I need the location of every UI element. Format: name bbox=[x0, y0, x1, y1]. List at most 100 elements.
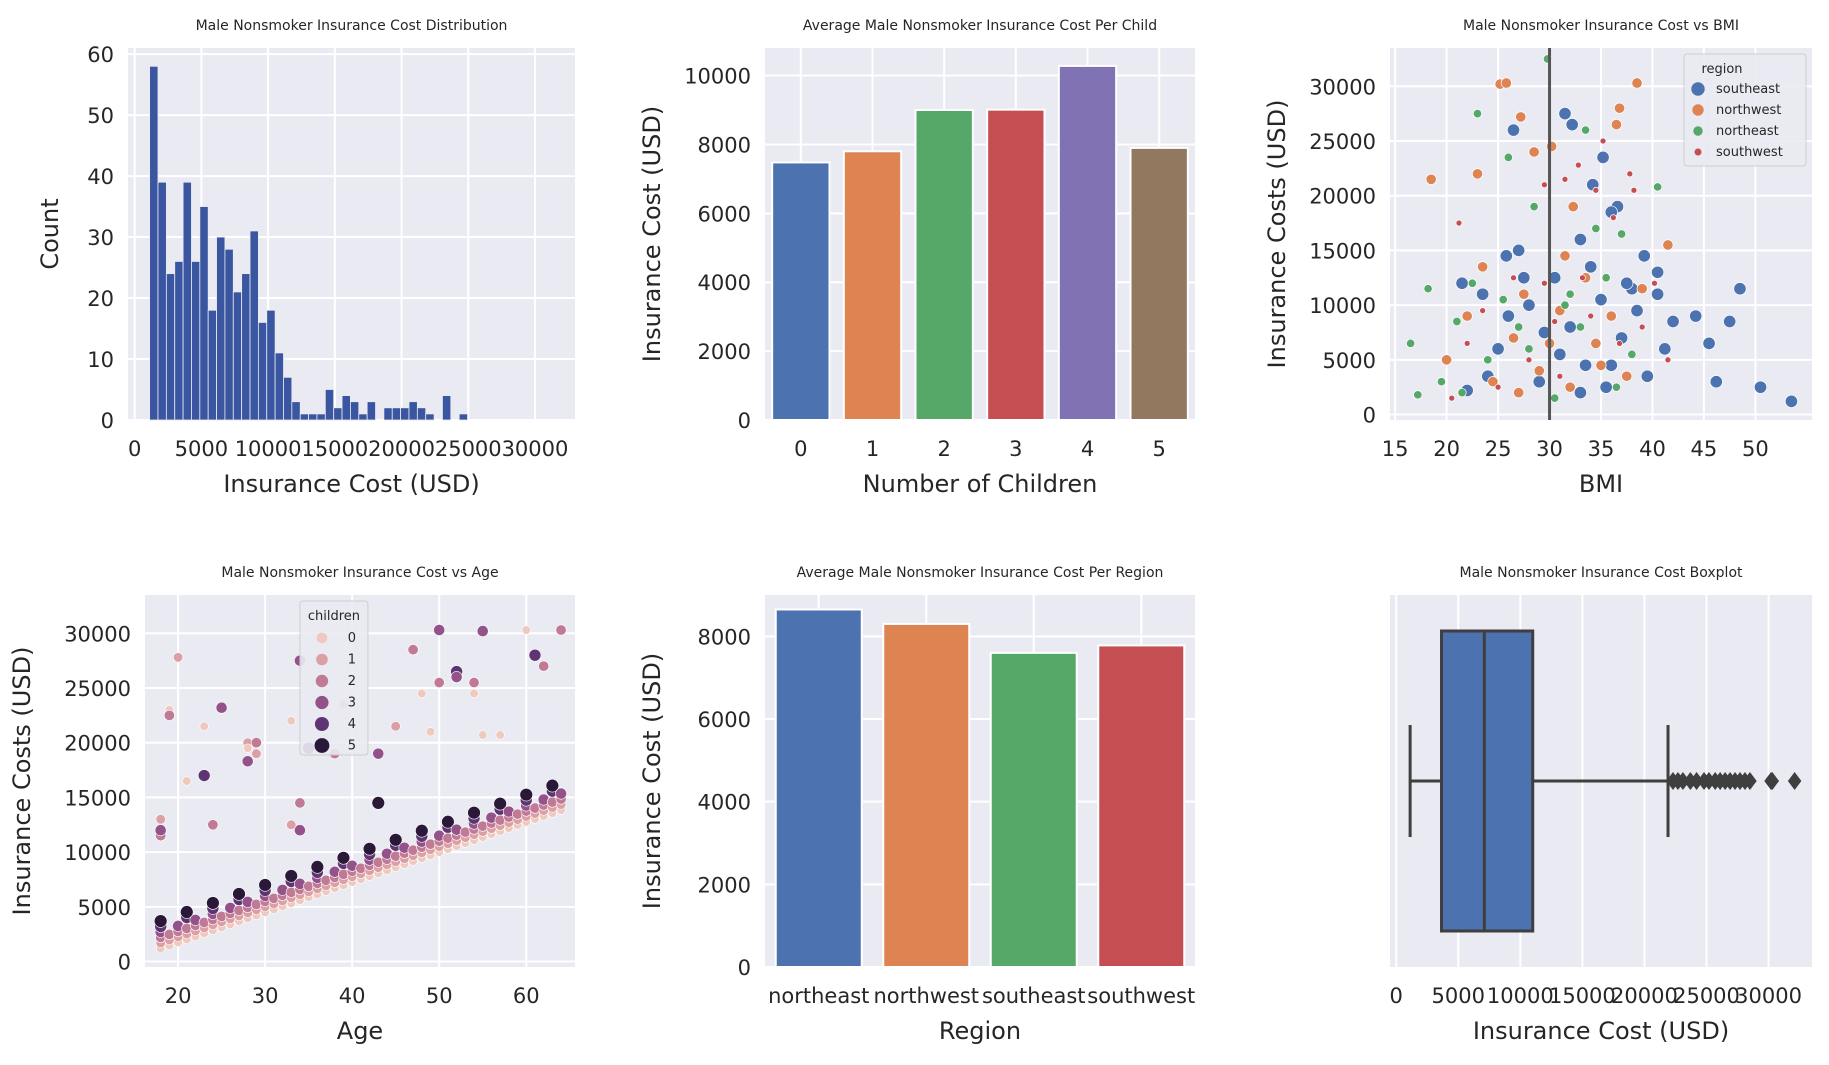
x-tick-label: 10000 bbox=[1487, 984, 1554, 1008]
legend-label: southeast bbox=[1716, 82, 1780, 97]
y-tick-label: 10 bbox=[87, 348, 114, 372]
scatter-point-southeast bbox=[1604, 358, 1618, 372]
scatter-point-southwest bbox=[1575, 161, 1582, 169]
scatter-point-southwest bbox=[1455, 219, 1463, 227]
x-tick-label: 40 bbox=[339, 984, 366, 1008]
x-axis-label: Insurance Cost (USD) bbox=[1473, 1017, 1729, 1045]
chart-title: Male Nonsmoker Insurance Cost Distributi… bbox=[196, 18, 508, 34]
histogram-bar bbox=[400, 407, 410, 421]
subplot-2: Average Male Nonsmoker Insurance Cost Pe… bbox=[638, 18, 1195, 498]
chart-title: Male Nonsmoker Insurance Cost vs BMI bbox=[1463, 18, 1739, 34]
histogram-bar bbox=[416, 407, 427, 421]
histogram-bar bbox=[174, 261, 184, 421]
scatter-point-southeast bbox=[1596, 150, 1610, 164]
scatter-point-southwest bbox=[1448, 394, 1456, 402]
scatter-point-northwest bbox=[1610, 119, 1622, 131]
legend-label: 3 bbox=[348, 696, 356, 711]
scatter-point-northeast bbox=[1467, 278, 1477, 288]
scatter-point-southeast bbox=[1491, 342, 1505, 356]
scatter-point-northeast bbox=[1498, 295, 1508, 305]
y-tick-label: 0 bbox=[101, 409, 114, 433]
scatter-point-southwest bbox=[1463, 340, 1471, 347]
scatter-point-southwest bbox=[1616, 340, 1623, 347]
scatter-point-southwest bbox=[1579, 274, 1586, 282]
scatter-point-children-2 bbox=[555, 624, 567, 636]
x-tick-label: 25000 bbox=[1673, 984, 1740, 1008]
scatter-point-children-3 bbox=[154, 824, 167, 837]
x-axis-label: Insurance Cost (USD) bbox=[223, 470, 479, 498]
x-tick-label: 45 bbox=[1691, 437, 1718, 461]
scatter-point-children-5 bbox=[545, 778, 560, 793]
bar-northwest bbox=[882, 622, 971, 969]
scatter-point-southeast bbox=[1651, 265, 1665, 279]
histogram-bar bbox=[333, 407, 343, 421]
scatter-point-northwest bbox=[1477, 261, 1489, 273]
scatter-point-children-5 bbox=[153, 914, 168, 928]
x-tick-label: 40 bbox=[1639, 437, 1666, 461]
y-tick-label: 25000 bbox=[1309, 130, 1376, 154]
scatter-point-southwest bbox=[1592, 186, 1600, 194]
scatter-point-children-5 bbox=[388, 833, 403, 847]
histogram-bar bbox=[283, 376, 293, 421]
scatter-point-southeast bbox=[1620, 276, 1634, 290]
scatter-point-southeast bbox=[1753, 380, 1768, 394]
y-tick-label: 10000 bbox=[1309, 294, 1376, 318]
histogram-bar bbox=[324, 389, 335, 421]
scatter-point-northeast bbox=[1436, 377, 1447, 387]
scatter-point-northwest bbox=[1513, 387, 1525, 399]
scatter-point-southeast bbox=[1723, 314, 1737, 329]
x-tick-label: 30 bbox=[1536, 437, 1563, 461]
scatter-point-children-5 bbox=[310, 860, 325, 874]
x-tick-label: 25000 bbox=[435, 437, 502, 461]
x-tick-label: 5000 bbox=[175, 437, 228, 461]
scatter-point-northwest bbox=[1613, 102, 1626, 114]
chart-title: Average Male Nonsmoker Insurance Cost Pe… bbox=[803, 18, 1157, 34]
x-axis-label: BMI bbox=[1579, 470, 1623, 498]
scatter-point-southeast bbox=[1455, 276, 1469, 290]
y-tick-label: 30000 bbox=[1309, 75, 1376, 99]
scatter-point-southwest bbox=[1551, 318, 1559, 325]
x-tick-label: 20 bbox=[1433, 437, 1460, 461]
scatter-point-southwest bbox=[1525, 356, 1533, 364]
scatter-point-northeast bbox=[1452, 316, 1462, 327]
scatter-point-southeast bbox=[1532, 375, 1546, 389]
x-tick-label: 0 bbox=[1390, 984, 1403, 1008]
chart-title: Male Nonsmoker Insurance Cost vs Age bbox=[221, 565, 498, 581]
scatter-point-children-1 bbox=[390, 721, 401, 732]
histogram-bar bbox=[316, 413, 326, 421]
x-axis-label: Number of Children bbox=[863, 470, 1098, 498]
scatter-point-southeast bbox=[1563, 320, 1577, 334]
scatter-point-children-5 bbox=[258, 878, 272, 892]
scatter-point-children-4 bbox=[197, 769, 211, 782]
x-tick-label: 5 bbox=[1152, 437, 1165, 461]
histogram-bar bbox=[241, 273, 251, 421]
scatter-point-northwest bbox=[1441, 354, 1453, 366]
scatter-point-children-2 bbox=[250, 737, 262, 749]
scatter-point-southwest bbox=[1630, 186, 1638, 194]
scatter-point-southwest bbox=[1479, 307, 1486, 314]
scatter-point-southeast bbox=[1553, 347, 1567, 361]
flier-marker bbox=[1765, 772, 1780, 790]
histogram-bar bbox=[182, 181, 192, 421]
scatter-point-southeast bbox=[1640, 369, 1654, 383]
scatter-point-northeast bbox=[1413, 390, 1423, 400]
histogram-bar bbox=[299, 413, 309, 421]
histogram-bar bbox=[425, 413, 435, 421]
plot-area bbox=[765, 48, 1195, 420]
scatter-point-children-2 bbox=[468, 677, 480, 689]
y-tick-label: 8000 bbox=[698, 625, 751, 649]
y-tick-label: 0 bbox=[118, 951, 131, 975]
bar-4 bbox=[1057, 64, 1118, 422]
x-tick-label: northeast bbox=[768, 984, 869, 1008]
scatter-point-children-5 bbox=[362, 842, 377, 856]
scatter-point-children-0 bbox=[425, 727, 436, 737]
scatter-point-children-1 bbox=[286, 819, 297, 830]
scatter-point-northeast bbox=[1575, 322, 1585, 332]
scatter-point-southeast bbox=[1499, 249, 1513, 263]
histogram-bar bbox=[224, 248, 234, 421]
scatter-point-southeast bbox=[1517, 271, 1531, 285]
legend-marker bbox=[1691, 82, 1705, 96]
scatter-point-children-2 bbox=[433, 677, 445, 689]
y-tick-label: 15000 bbox=[1309, 239, 1376, 263]
x-tick-label: 25 bbox=[1485, 437, 1512, 461]
